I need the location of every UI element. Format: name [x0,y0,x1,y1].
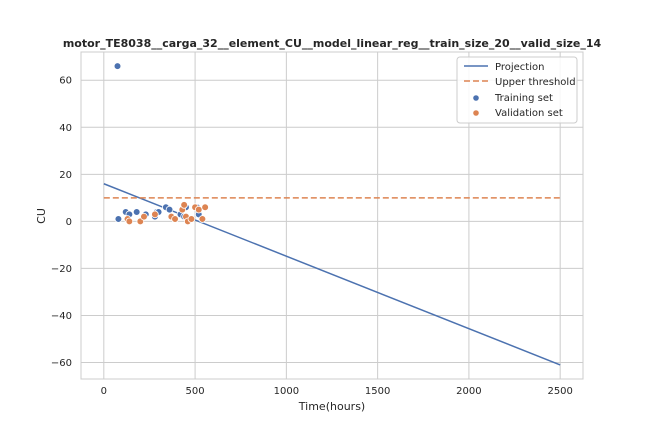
x-tick-label: 500 [186,386,205,397]
x-tick-label: 2000 [456,386,481,397]
x-tick-label: 2500 [547,386,572,397]
legend-label-validation-set: Validation set [495,108,563,119]
y-tick-label: 60 [59,76,72,87]
validation-set-point [187,215,196,223]
training-set-point [113,62,122,70]
x-tick-label: 0 [101,386,107,397]
validation-set-point [140,212,148,221]
legend-box [456,56,578,124]
y-tick-label: −20 [51,264,72,275]
validation-set-point [125,217,134,226]
x-tick-label: 1500 [365,386,390,397]
legend: Projection Upper threshold Training set … [456,56,578,124]
y-tick-label: −60 [51,358,72,369]
plot-border [80,51,584,380]
legend-label-upper-threshold: Upper threshold [495,77,576,88]
validation-set-point [171,215,179,223]
legend-label-projection: Projection [495,62,544,73]
y-tick-label: 40 [59,123,72,134]
legend-label-training-set: Training set [494,93,553,104]
validation-set-point [198,215,207,223]
validation-set-point [194,205,203,214]
y-tick-label: 20 [59,170,72,181]
legend-swatch-training-set [472,94,480,102]
x-tick-label: 1000 [274,386,299,397]
x-axis-label: Time(hours) [298,400,365,413]
y-tick-label: 0 [66,217,72,228]
plot-frame [80,51,584,380]
chart-title: motor_TE8038__carga_32__element_CU__mode… [63,37,602,50]
training-set-point [114,215,123,223]
validation-set-point [180,201,188,209]
tick-labels: 0 500 1000 1500 2000 2500 −60 −40 −20 0 20 40 60 [51,76,573,397]
series-layer [103,62,561,366]
y-axis-label: CU [35,208,48,224]
training-set-point [165,205,174,214]
validation-set-point [201,203,209,212]
y-tick-label: −40 [51,311,72,322]
legend-swatch-validation-set [472,109,480,117]
training-set-point [132,208,141,216]
validation-set-point [151,210,159,219]
